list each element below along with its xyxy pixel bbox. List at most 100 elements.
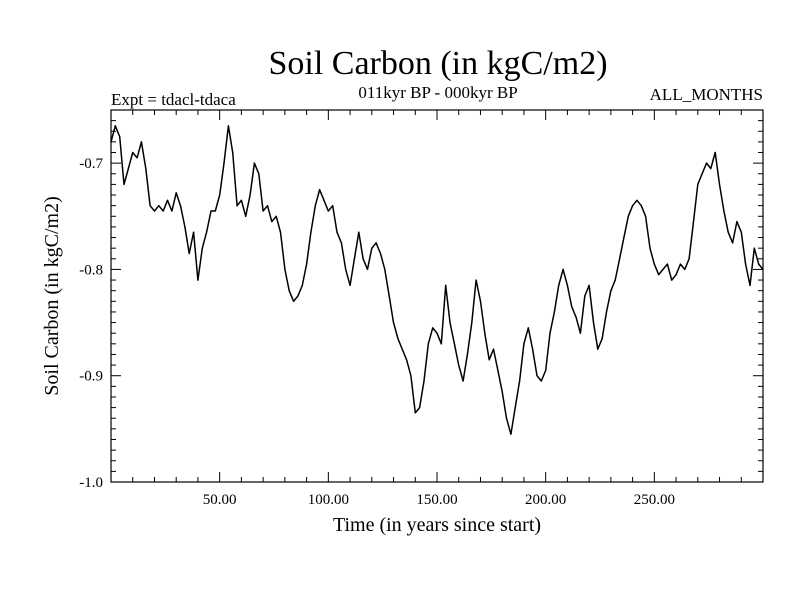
data-point (658, 274, 660, 276)
data-point (245, 215, 247, 217)
data-point (214, 210, 216, 212)
data-point (332, 205, 334, 207)
data-point (488, 359, 490, 361)
data-point (145, 167, 147, 170)
y-tick-label: -0.9 (79, 369, 103, 385)
data-point (640, 205, 642, 207)
data-point (619, 258, 621, 260)
data-point (401, 348, 403, 350)
data-point (219, 194, 221, 196)
data-point (397, 337, 399, 340)
data-point (727, 231, 729, 233)
data-point (714, 151, 716, 154)
data-point (158, 205, 160, 207)
data-point (253, 162, 255, 164)
x-tick-label: 50.00 (203, 492, 237, 508)
data-point (345, 268, 347, 270)
data-point (501, 391, 503, 393)
data-point (701, 173, 703, 175)
data-point (140, 141, 142, 143)
data-point (223, 162, 225, 164)
months-label: ALL_MONTHS (650, 85, 763, 104)
data-point (605, 311, 608, 313)
data-point (710, 167, 712, 170)
data-point (227, 125, 229, 127)
data-point (432, 327, 434, 329)
data-point (197, 279, 199, 281)
data-point (740, 231, 742, 233)
data-point (171, 210, 173, 212)
data-point (414, 412, 416, 414)
data-point (310, 231, 312, 233)
data-point (519, 380, 521, 382)
data-point (632, 205, 634, 207)
data-point (610, 290, 612, 292)
data-point (458, 364, 460, 366)
minor-ticks (111, 110, 763, 482)
data-point (649, 247, 651, 249)
series-layer (110, 125, 764, 435)
series-line (110, 125, 764, 435)
data-point (532, 348, 534, 350)
data-point (588, 284, 590, 286)
data-point (327, 210, 329, 212)
data-point (127, 167, 129, 170)
data-point (319, 189, 321, 191)
data-point (745, 263, 747, 265)
data-point (384, 268, 386, 270)
data-point (571, 306, 573, 308)
data-point (466, 353, 468, 356)
period-label: 011kyr BP - 000kyr BP (358, 83, 517, 102)
data-point (314, 205, 316, 207)
data-point (675, 274, 677, 276)
data-point (671, 279, 673, 281)
data-point (736, 221, 738, 223)
data-point (306, 263, 308, 265)
data-point (379, 252, 382, 255)
data-point (758, 263, 760, 265)
x-tick-label: 250.00 (634, 492, 675, 508)
data-point (297, 295, 299, 297)
data-point (584, 295, 586, 297)
data-point (471, 322, 473, 324)
data-point (184, 226, 186, 228)
data-point (110, 141, 112, 143)
data-point (353, 258, 355, 260)
data-point (645, 215, 647, 217)
data-point (423, 380, 425, 382)
y-axis: -1.0 -0.9 -0.8 -0.7 (79, 156, 763, 491)
data-point (240, 199, 242, 201)
data-point (666, 263, 669, 265)
data-point (410, 375, 412, 377)
data-point (166, 199, 169, 201)
data-point (136, 157, 138, 159)
data-point (193, 231, 195, 233)
data-point (258, 173, 260, 175)
data-point (375, 242, 377, 244)
y-tick-label: -0.8 (79, 262, 103, 278)
data-point (366, 268, 369, 270)
data-point (210, 210, 212, 212)
data-point (123, 183, 125, 185)
data-point (636, 199, 638, 201)
data-point (536, 375, 538, 377)
data-point (349, 284, 351, 286)
data-point (275, 215, 277, 217)
data-point (114, 125, 116, 127)
x-axis-label: Time (in years since start) (333, 514, 541, 536)
data-point (505, 417, 508, 419)
data-point (510, 433, 512, 435)
data-point (753, 247, 755, 249)
data-point (149, 205, 151, 207)
data-point (445, 284, 447, 286)
data-point (153, 210, 156, 212)
y-tick-label: -1.0 (79, 475, 103, 491)
data-point (723, 210, 725, 212)
x-tick-label: 100.00 (308, 492, 349, 508)
data-point (575, 316, 577, 318)
data-point (597, 348, 599, 350)
data-point (540, 380, 542, 382)
data-point (545, 369, 547, 371)
data-point (188, 252, 190, 255)
